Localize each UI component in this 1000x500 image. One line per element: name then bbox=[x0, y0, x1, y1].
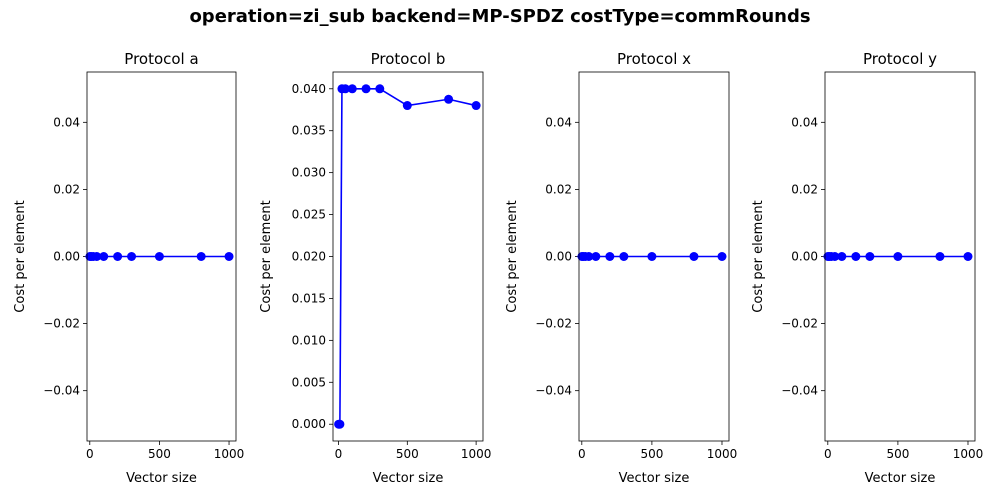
data-point bbox=[444, 94, 454, 104]
data-point bbox=[361, 84, 371, 94]
y-tick-label: 0.030 bbox=[292, 166, 326, 180]
data-point bbox=[647, 252, 657, 261]
data-point bbox=[92, 252, 102, 261]
y-axis-label: Cost per element bbox=[751, 200, 766, 312]
series-line bbox=[338, 87, 477, 426]
subplot-3: Protocol x 0 500 1000 −0.04 −0.02 0.00 0.02 0.04… bbox=[505, 50, 737, 486]
x-axis-label: Vector size bbox=[126, 471, 197, 486]
data-point bbox=[605, 252, 615, 261]
subplot-title: Protocol y bbox=[863, 50, 937, 68]
y-tick-label: 0.04 bbox=[791, 115, 818, 129]
y-tick-label: 0.000 bbox=[292, 417, 326, 431]
y-tick-label: 0.00 bbox=[791, 250, 818, 264]
x-tick-label: 500 bbox=[640, 447, 663, 461]
y-tick-label: −0.02 bbox=[43, 317, 80, 331]
data-point bbox=[837, 252, 847, 261]
y-tick-label: 0.00 bbox=[53, 250, 80, 264]
y-tick-label: 0.015 bbox=[292, 291, 326, 305]
data-point bbox=[402, 101, 412, 111]
y-tick-label: 0.020 bbox=[292, 250, 326, 264]
x-tick-label: 0 bbox=[335, 447, 343, 461]
y-tick-label: −0.02 bbox=[535, 317, 572, 331]
plot-frame bbox=[578, 71, 730, 442]
y-tick-label: 0.02 bbox=[53, 182, 80, 196]
x-tick-label: 1000 bbox=[214, 447, 245, 461]
y-axis-label: Cost per element bbox=[13, 200, 28, 312]
subplot-2: Protocol b 0 500 1000 0.000 0.005 0.010 0.015 0.… bbox=[259, 50, 491, 486]
x-tick-label: 500 bbox=[396, 447, 419, 461]
data-point bbox=[851, 252, 861, 261]
subplot-title: Protocol a bbox=[124, 50, 198, 68]
data-point bbox=[113, 252, 123, 261]
y-tick-label: 0.00 bbox=[545, 250, 572, 264]
x-tick-label: 1000 bbox=[461, 447, 492, 461]
data-point bbox=[717, 252, 727, 261]
data-point bbox=[224, 252, 234, 261]
data-point bbox=[619, 252, 629, 261]
subplot-title: Protocol b bbox=[371, 50, 446, 68]
figure-title: operation=zi_sub backend=MP-SPDZ costTyp… bbox=[189, 6, 811, 27]
x-axis-label: Vector size bbox=[373, 471, 444, 486]
subplot-4: Protocol y 0 500 1000 −0.04 −0.02 0.00 0.02 0.04… bbox=[751, 50, 983, 486]
y-tick-label: 0.04 bbox=[545, 115, 572, 129]
data-point bbox=[893, 252, 903, 261]
y-tick-label: 0.010 bbox=[292, 333, 326, 347]
x-axis-label: Vector size bbox=[619, 471, 690, 486]
y-tick-label: 0.02 bbox=[545, 182, 572, 196]
y-tick-label: −0.04 bbox=[535, 384, 572, 398]
x-tick-label: 500 bbox=[886, 447, 909, 461]
x-tick-label: 500 bbox=[148, 447, 171, 461]
data-point bbox=[591, 252, 601, 261]
data-point bbox=[935, 252, 945, 261]
data-point bbox=[830, 252, 840, 261]
data-point bbox=[375, 84, 385, 94]
data-point bbox=[154, 252, 164, 261]
plot-frame bbox=[86, 71, 237, 442]
y-axis-label: Cost per element bbox=[259, 200, 274, 312]
y-tick-label: −0.04 bbox=[43, 384, 80, 398]
data-point bbox=[347, 84, 357, 94]
y-tick-label: 0.035 bbox=[292, 124, 326, 138]
x-tick-label: 0 bbox=[86, 447, 94, 461]
y-tick-label: 0.025 bbox=[292, 208, 326, 222]
data-point bbox=[335, 419, 345, 429]
y-axis-label: Cost per element bbox=[505, 200, 520, 312]
x-tick-label: 1000 bbox=[707, 447, 738, 461]
y-tick-label: 0.04 bbox=[53, 115, 80, 129]
x-tick-label: 1000 bbox=[953, 447, 984, 461]
y-tick-label: 0.02 bbox=[791, 182, 818, 196]
plot-frame bbox=[824, 71, 976, 442]
data-point bbox=[127, 252, 137, 261]
data-point bbox=[471, 101, 481, 111]
data-point bbox=[99, 252, 109, 261]
subplot-1: Protocol a 0 500 1000 −0.04 −0.02 0.00 0.02 0.04… bbox=[13, 50, 244, 486]
data-point bbox=[689, 252, 699, 261]
y-tick-label: 0.040 bbox=[292, 82, 326, 96]
x-tick-label: 0 bbox=[824, 447, 832, 461]
y-tick-label: −0.04 bbox=[781, 384, 818, 398]
data-point bbox=[340, 84, 350, 94]
y-tick-label: 0.005 bbox=[292, 375, 326, 389]
data-point bbox=[865, 252, 875, 261]
x-tick-label: 0 bbox=[578, 447, 586, 461]
data-point bbox=[196, 252, 206, 261]
x-axis-label: Vector size bbox=[865, 471, 936, 486]
subplot-title: Protocol x bbox=[617, 50, 691, 68]
y-tick-label: −0.02 bbox=[781, 317, 818, 331]
plot-frame bbox=[332, 71, 484, 442]
data-point bbox=[584, 252, 594, 261]
data-point bbox=[963, 252, 973, 261]
